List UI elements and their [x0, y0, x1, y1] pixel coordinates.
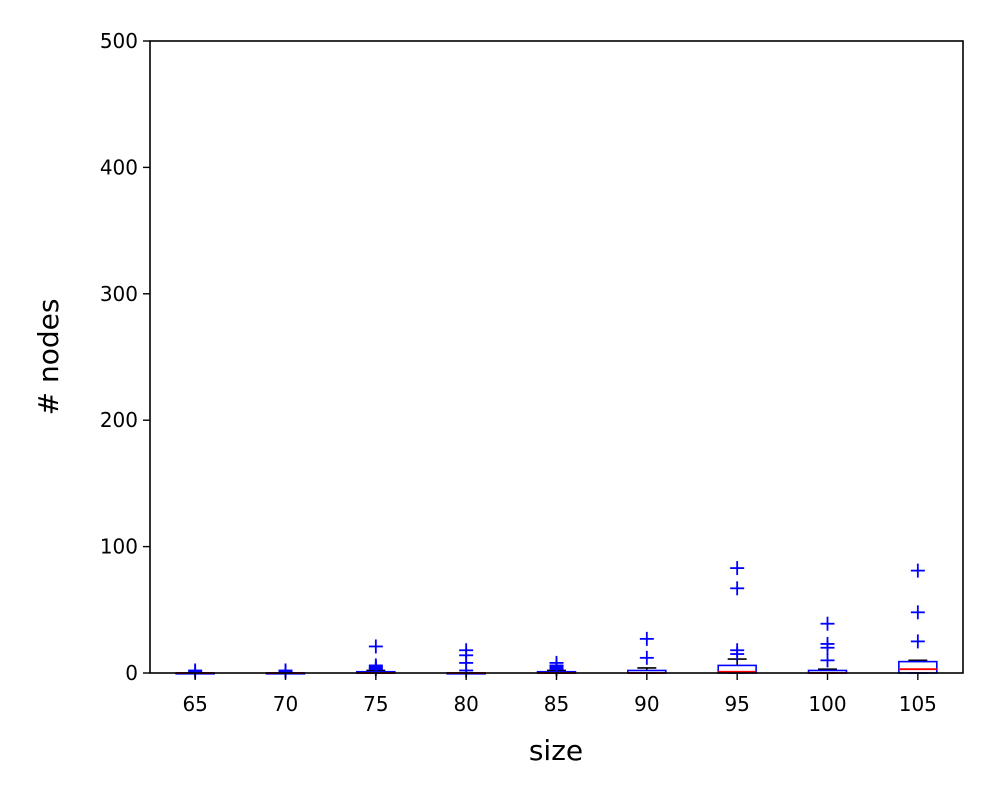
y-tick-label: 0 — [125, 661, 138, 685]
outlier-point — [639, 650, 654, 665]
outlier-point — [368, 658, 383, 673]
box-group-90 — [627, 631, 667, 674]
x-tick-label: 100 — [808, 692, 846, 716]
x-axis: 65 70 75 80 85 90 95 100 105 — [182, 673, 937, 716]
outlier-point — [730, 581, 745, 596]
x-tick-label: 85 — [544, 692, 569, 716]
outlier-point — [820, 653, 835, 668]
outlier-point — [910, 605, 925, 620]
x-tick-label: 105 — [899, 692, 937, 716]
outlier-point — [910, 634, 925, 649]
y-tick-label: 300 — [100, 282, 138, 306]
y-axis-title: # nodes — [32, 299, 65, 416]
outlier-point — [549, 655, 564, 670]
box-group-95 — [717, 561, 757, 674]
box — [898, 660, 938, 674]
y-tick-label: 500 — [100, 29, 138, 53]
plot-area — [175, 561, 938, 679]
outlier-point — [639, 631, 654, 646]
outlier-point — [730, 643, 745, 658]
plot-frame — [149, 40, 964, 674]
outlier-point — [730, 561, 745, 576]
outlier-point — [459, 643, 474, 658]
y-tick-label: 400 — [100, 155, 138, 179]
x-tick-label: 75 — [363, 692, 388, 716]
x-tick-label: 80 — [453, 692, 478, 716]
outlier-point — [910, 563, 925, 578]
x-tick-label: 95 — [724, 692, 749, 716]
x-tick-label: 70 — [273, 692, 298, 716]
outlier-point — [820, 616, 835, 631]
x-tick-label: 90 — [634, 692, 659, 716]
x-tick-label: 65 — [182, 692, 207, 716]
y-tick-label: 200 — [100, 408, 138, 432]
box-group-100 — [807, 616, 848, 674]
box-group-105 — [898, 563, 938, 674]
outlier-point — [368, 639, 383, 654]
x-axis-title: size — [529, 734, 583, 767]
box-group-75 — [356, 639, 396, 677]
y-tick-label: 100 — [100, 535, 138, 559]
outlier-point — [820, 636, 835, 651]
y-axis: 0 100 200 300 400 500 — [100, 29, 150, 685]
